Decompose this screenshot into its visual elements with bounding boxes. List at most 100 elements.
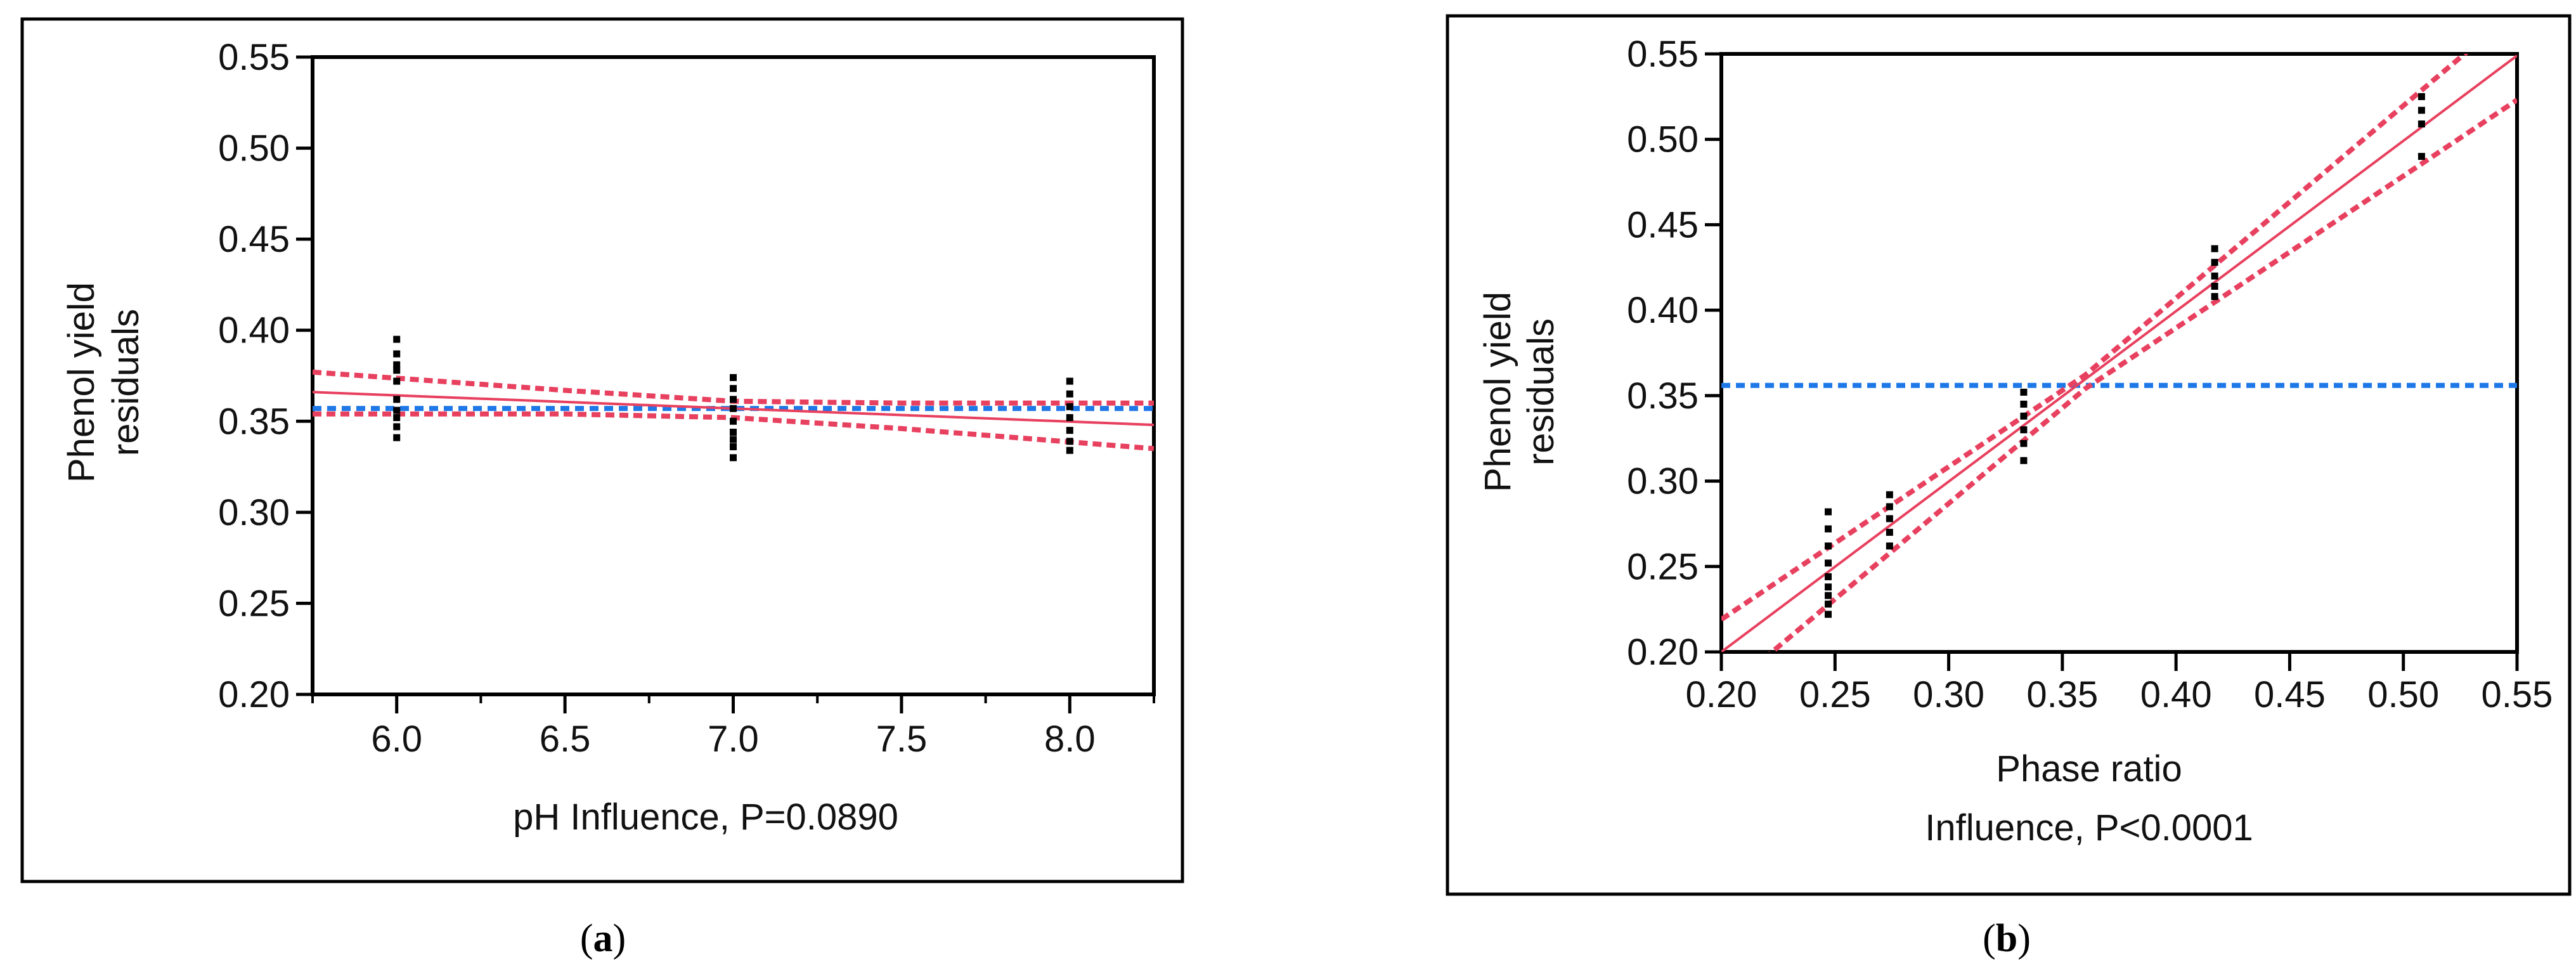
panel-b-data-point [2020,457,2028,464]
panel-a-data-point [730,396,737,403]
panel-b-y-label-line2: residuals [1520,318,1562,465]
panel-b-data-point [2211,259,2218,266]
panel-a-x-tick-label: 6.5 [540,719,591,760]
panel-b-frame [1446,14,2572,896]
panel-a-y-label-line1: Phenol yield [61,282,102,483]
panel-a-y-tick-label: 0.55 [218,37,290,78]
panel-b-data-point [1886,515,1893,523]
panel-b-data-point [1825,508,1832,516]
panel-a-data-point [393,396,401,403]
panel-b-ci-upper [1721,54,2469,622]
panel-b-data-point [2211,245,2218,252]
panel-b-data-point [1825,601,1832,608]
panel-b-data-point [2020,426,2028,434]
panel-a-y-tick-label: 0.25 [218,583,290,624]
panel-a-data-point [1066,390,1073,398]
panel-b-x-tick-label: 0.50 [2367,674,2439,715]
panel-b-data-point [2020,400,2028,408]
panel-b-data-point [2020,412,2028,420]
panel-b-data-point [2417,93,2425,100]
panel-b-x-label-line1: Phase ratio [1996,748,2182,790]
panel-b-data-point [1825,592,1832,599]
panel-b-x-tick-label: 0.45 [2254,674,2326,715]
panel-a-y-tick-label: 0.40 [218,310,290,351]
panel-b-x-tick-label: 0.30 [1913,674,1984,715]
panel-a-data-point [393,434,401,441]
panel-b-plot-area [1719,52,2519,654]
panel-b-data-point [2020,388,2028,396]
panel-a-data-point [393,406,401,414]
panel-a-y-tick-label: 0.35 [218,401,290,442]
panel-a-data-point [393,350,401,358]
panel-b-data-point [2211,282,2218,290]
panel-b-data-point [1825,525,1832,533]
panel-b-data-point [2211,272,2218,280]
panel-a-data-point [393,361,401,368]
panel-b-x-label-line2: Influence, P<0.0001 [1925,807,2253,849]
panel-b-y-label-line1: Phenol yield [1477,292,1518,492]
panel-a-data-point [393,414,401,422]
panel-b-y-tick-label: 0.45 [1627,204,1699,245]
panel-b-data-point [2020,439,2028,447]
panel-b-data-point [2417,107,2425,114]
chart-panel-b: 0.20 0.25 0.30 0.35 0.40 0.45 0.50 0.55 0.20 0.25… [1446,14,2572,960]
panel-a-data-point [393,335,401,343]
panel-b-data-point [1886,528,1893,536]
panel-a-data-point [1066,377,1073,385]
panel-a-y-tick-label: 0.20 [218,674,290,715]
panel-a-x-tick-label: 6.0 [371,719,422,760]
panel-b-ci-lower [1768,98,2517,652]
panel-b-data-point [1886,503,1893,511]
panel-a-x-tick-label: 7.0 [708,719,759,760]
panel-a-data-point [1066,438,1073,445]
panel-b-data-point [1825,573,1832,580]
panel-a-ci-lower [313,411,1154,452]
panel-b-y-tick-label: 0.50 [1627,119,1699,160]
panel-a-caption: (a) [580,917,626,960]
panel-b-x-tick-label: 0.55 [2482,674,2553,715]
panel-a-y-tick-label: 0.30 [218,492,290,533]
panel-a-y-tick-label: 0.45 [218,219,290,260]
panel-a-x-tick-label: 7.5 [876,719,928,760]
panel-b-x-tick-label: 0.20 [1686,674,1757,715]
panel-a-data-point [1066,403,1073,410]
panel-a-data-point [730,454,737,462]
panel-a-y-tick-label: 0.50 [218,128,290,169]
panel-b-data-point [1825,542,1832,550]
panel-a-x-label: pH Influence, P=0.0890 [513,797,898,838]
panel-a-data-point [730,405,737,412]
panel-b-y-tick-label: 0.30 [1627,461,1699,502]
panel-b-x-tick-label: 0.35 [2026,674,2098,715]
panel-b-x-tick-label: 0.25 [1799,674,1871,715]
panel-a-data-point [393,377,401,385]
panel-b-data-point [1825,583,1832,591]
panel-b-y-tick-label: 0.55 [1627,34,1699,75]
panel-b-caption: (b) [1983,917,2031,960]
panel-a-data-point [1066,414,1073,422]
panel-a-data-point [1066,446,1073,454]
panel-a-frame [20,17,1184,883]
panel-a-data-point [393,367,401,374]
panel-a-data-point [730,436,737,443]
panel-b-data-point [2417,153,2425,160]
panel-b-data-point [1886,542,1893,550]
panel-a-data-point [1066,427,1073,434]
chart-panel-a: 0.20 0.25 0.30 0.35 0.40 0.45 0.50 0.55 6.0 6.5 7.… [20,17,1184,960]
panel-a-data-point [730,385,737,393]
panel-b-y-tick-label: 0.40 [1627,290,1699,331]
panel-b-data-point [2417,120,2425,127]
panel-b-data-point [1825,611,1832,618]
panel-b-fit-line [1721,55,2517,652]
panel-a-data-point [393,423,401,431]
panel-b-data-point [1825,559,1832,567]
panel-a-y-label-line2: residuals [105,309,146,456]
panel-a-data-point [730,429,737,436]
panel-b-y-tick-label: 0.20 [1627,632,1699,673]
panel-b-data-point [1886,491,1893,498]
panel-b-y-tick-label: 0.35 [1627,375,1699,417]
panel-b-y-tick-label: 0.25 [1627,546,1699,587]
panel-a-x-tick-label: 8.0 [1044,719,1096,760]
panel-a-data-point [730,374,737,381]
panel-a-data-point [730,417,737,425]
